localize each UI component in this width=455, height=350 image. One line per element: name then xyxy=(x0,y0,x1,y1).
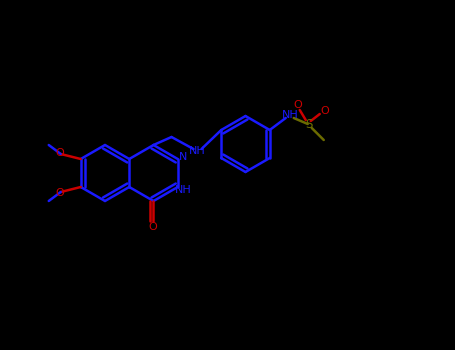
Text: O: O xyxy=(148,222,157,232)
Text: O: O xyxy=(293,100,302,110)
Text: O: O xyxy=(56,148,64,158)
Text: N: N xyxy=(178,152,187,162)
Text: O: O xyxy=(56,188,64,198)
Text: O: O xyxy=(320,106,329,116)
Text: NH: NH xyxy=(283,110,299,120)
Text: S: S xyxy=(305,119,313,132)
Text: NH: NH xyxy=(189,146,206,156)
Text: NH: NH xyxy=(175,185,192,195)
